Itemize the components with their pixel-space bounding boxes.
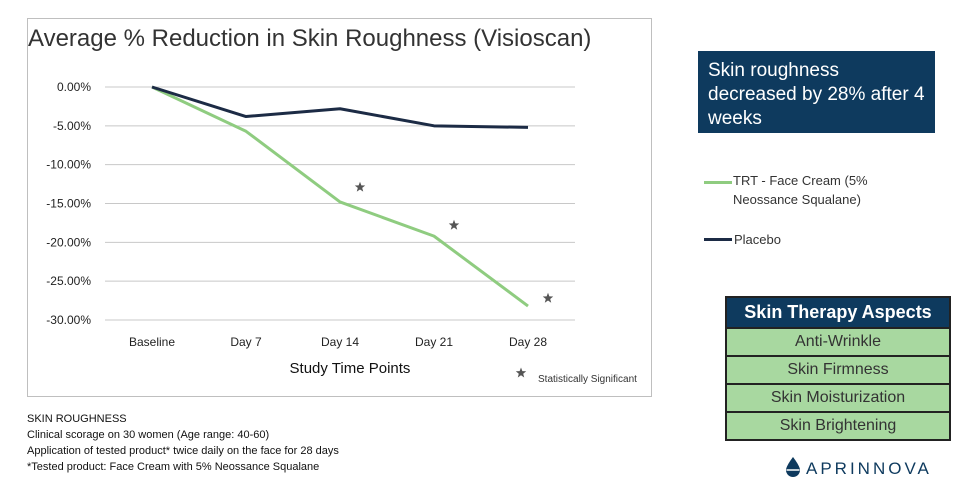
notes-heading: SKIN ROUGHNESS bbox=[27, 413, 127, 425]
significance-legend-label: Statistically Significant bbox=[538, 374, 637, 385]
x-axis-label: Study Time Points bbox=[290, 360, 411, 377]
aspects-header: Skin Therapy Aspects bbox=[727, 298, 949, 329]
significance-star bbox=[542, 292, 554, 303]
legend-trt-label-line1: TRT - Face Cream (5% bbox=[733, 173, 868, 188]
aspect-item-skin-moisturization: Skin Moisturization bbox=[727, 385, 949, 413]
callout-box: Skin roughness decreased by 28% after 4 … bbox=[698, 51, 935, 133]
legend-trt-swatch bbox=[704, 181, 732, 184]
y-tick-label: -10.00% bbox=[46, 158, 91, 172]
y-tick-label: 0.00% bbox=[57, 80, 91, 94]
y-tick-label: -20.00% bbox=[46, 235, 91, 249]
x-tick-label: Day 28 bbox=[509, 335, 547, 349]
legend-trt-label-line2: Neossance Squalane) bbox=[733, 192, 861, 207]
drop-icon bbox=[786, 457, 800, 477]
aspect-item-skin-brightening: Skin Brightening bbox=[727, 413, 949, 439]
legend-placebo-label: Placebo bbox=[734, 232, 781, 247]
y-tick-label: -25.00% bbox=[46, 274, 91, 288]
y-tick-label: -30.00% bbox=[46, 313, 91, 327]
x-tick-label: Baseline bbox=[129, 335, 175, 349]
brand-name: APRINNOVA bbox=[806, 459, 932, 478]
significance-legend-star bbox=[515, 367, 527, 378]
study-notes: SKIN ROUGHNESS Clinical scorage on 30 wo… bbox=[27, 411, 339, 475]
placebo-series-line bbox=[151, 85, 529, 129]
aspect-item-skin-firmness: Skin Firmness bbox=[727, 357, 949, 385]
notes-line: *Tested product: Face Cream with 5% Neos… bbox=[27, 461, 320, 473]
y-tick-label: -5.00% bbox=[53, 119, 91, 133]
x-tick-label: Day 7 bbox=[230, 335, 262, 349]
x-tick-label: Day 21 bbox=[415, 335, 453, 349]
skin-therapy-aspects-table: Skin Therapy Aspects Anti-Wrinkle Skin F… bbox=[725, 296, 951, 441]
brand-logo: APRINNOVA bbox=[786, 457, 932, 479]
significance-star bbox=[354, 181, 366, 192]
notes-line: Clinical scorage on 30 women (Age range:… bbox=[27, 429, 270, 441]
y-tick-label: -15.00% bbox=[46, 197, 91, 211]
legend-trt-label: TRT - Face Cream (5% Neossance Squalane) bbox=[733, 171, 868, 209]
notes-line: Application of tested product* twice dai… bbox=[27, 445, 339, 457]
aspect-item-anti-wrinkle: Anti-Wrinkle bbox=[727, 329, 949, 357]
x-tick-label: Day 14 bbox=[321, 335, 359, 349]
line-chart: 0.00% -5.00% -10.00% -15.00% -20.00% -25.00% -… bbox=[46, 80, 637, 385]
chart-frame bbox=[27, 18, 652, 397]
trt-series-line bbox=[151, 85, 529, 308]
significance-star bbox=[448, 219, 460, 230]
legend-placebo-swatch bbox=[704, 238, 732, 241]
chart-title: Average % Reduction in Skin Roughness (V… bbox=[28, 25, 592, 52]
